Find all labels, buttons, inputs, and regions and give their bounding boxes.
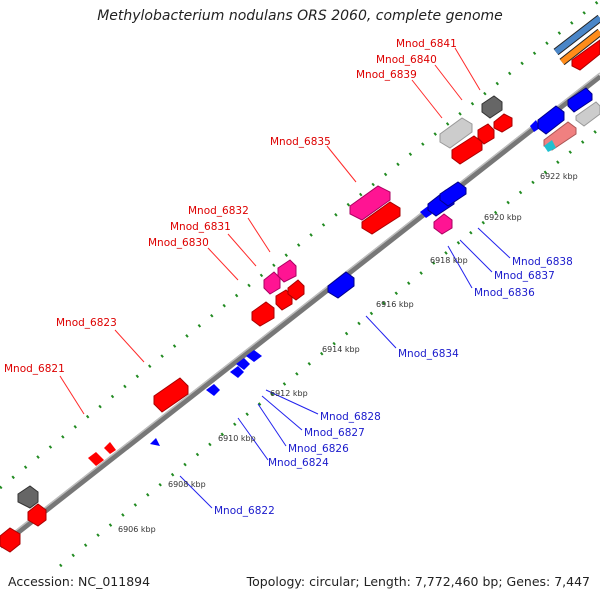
gene-label: Mnod_6821 [4,363,65,375]
gene-block [277,259,297,283]
gene-label: Mnod_6826 [288,443,349,455]
gene-label: Mnod_6830 [148,237,209,249]
reverse-gene-labels: Mnod_6838 Mnod_6837 Mnod_6836 Mnod_6834 … [214,256,573,517]
genome-summary: Topology: circular; Length: 7,772,460 bp… [246,574,590,589]
gene-block [477,123,495,145]
kbp-tick: 6906 kbp [118,525,156,534]
gene-block [206,384,220,396]
gene-block [88,452,104,466]
reverse-genes [150,87,600,446]
gene-label: Mnod_6836 [474,287,535,299]
gene-block [104,442,116,454]
gene-label: Mnod_6837 [494,270,555,282]
gene-block [433,213,453,235]
gene-block [537,105,565,135]
gene-block [246,350,262,362]
gene-block [439,181,467,207]
gene-block [571,39,600,71]
genome-backbone-highlight [0,72,600,544]
gene-block [361,201,401,235]
kbp-tick: 6922 kbp [540,172,578,181]
kbp-tick: 6918 kbp [430,256,468,265]
gene-block [575,101,600,127]
gene-block [0,527,21,553]
gene-block [493,113,513,133]
gene-block [451,135,483,165]
gene-label: Mnod_6835 [270,136,331,148]
gene-block [236,358,250,370]
kbp-tick: 6910 kbp [218,434,256,443]
outer-ring-strips [553,14,600,66]
forward-genes [0,39,600,553]
kbp-tick: 6912 kbp [270,389,308,398]
gene-label: Mnod_6832 [188,205,249,217]
gene-block [567,87,593,113]
gene-label: Mnod_6840 [376,54,437,66]
gene-block [327,271,355,299]
gene-block [251,301,275,327]
gene-label: Mnod_6838 [512,256,573,268]
upper-guide-track [0,0,600,490]
gene-block [349,185,391,221]
kbp-tick: 6908 kbp [168,480,206,489]
gene-block [481,95,503,119]
gene-label: Mnod_6822 [214,505,275,517]
gene-label: Mnod_6828 [320,411,381,423]
gene-label: Mnod_6824 [268,457,329,469]
genome-title: Methylobacterium nodulans ORS 2060, comp… [97,8,503,24]
gene-block [17,485,39,509]
gene-label: Mnod_6827 [304,427,365,439]
gene-block [27,503,47,527]
kbp-tick: 6920 kbp [484,213,522,222]
gene-label: Mnod_6834 [398,348,459,360]
gene-block [153,377,189,413]
forward-gene-labels: Mnod_6841 Mnod_6840 Mnod_6839 Mnod_6835 … [4,38,457,375]
leader-lines-bottom [179,227,511,509]
gene-block [263,271,281,295]
gene-block [230,366,244,378]
gene-label: Mnod_6831 [170,221,231,233]
gene-label: Mnod_6839 [356,69,417,81]
kbp-tick-labels: 6906 kbp 6908 kbp 6910 kbp 6912 kbp 6914… [118,172,578,534]
gene-label: Mnod_6823 [56,317,117,329]
accession-text: Accession: NC_011894 [8,574,151,589]
leader-lines-top [59,47,481,415]
gene-block [439,117,473,149]
gene-block [275,289,293,311]
gene-label: Mnod_6841 [396,38,457,50]
kbp-tick: 6916 kbp [376,300,414,309]
kbp-tick: 6914 kbp [322,345,360,354]
gene-block [287,279,305,301]
genome-backbone [0,73,600,549]
gene-block [544,140,556,152]
gene-block [150,438,160,446]
